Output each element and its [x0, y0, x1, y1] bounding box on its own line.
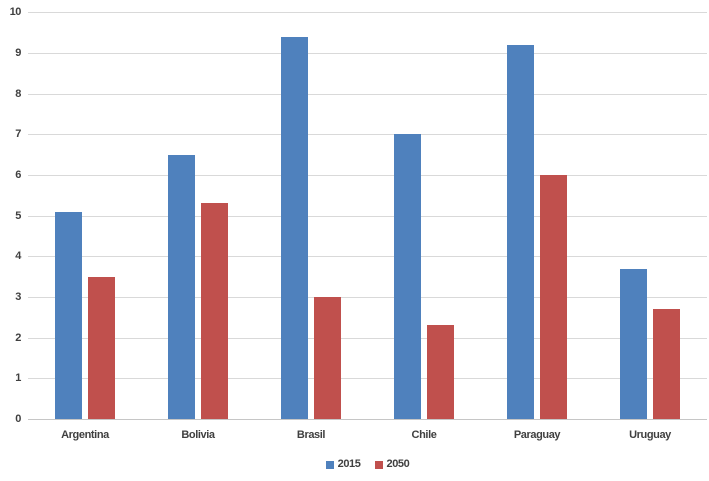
legend-item-2015: 2015: [325, 458, 361, 470]
x-tick-label-bolivia: Bolivia: [181, 429, 215, 441]
bar-2050-chile: [427, 325, 454, 419]
bar-2050-brasil: [314, 297, 341, 419]
bar-2015-brasil: [281, 37, 308, 419]
y-tick-label-7: 7: [15, 128, 21, 140]
legend-item-2050: 2050: [374, 458, 410, 470]
gridline-6: [28, 175, 707, 176]
bar-2015-chile: [394, 134, 421, 419]
y-tick-label-3: 3: [15, 291, 21, 303]
y-tick-label-8: 8: [15, 88, 21, 100]
gridline-5: [28, 216, 707, 217]
y-tick-label-2: 2: [15, 332, 21, 344]
y-tick-label-9: 9: [15, 47, 21, 59]
x-tick-label-paraguay: Paraguay: [513, 429, 561, 441]
bar-2050-argentina: [88, 277, 115, 419]
gridline-10: [28, 12, 707, 13]
legend-swatch-2050: [374, 460, 383, 469]
x-axis-line: [28, 419, 707, 420]
gridline-2: [28, 338, 707, 339]
bar-2015-argentina: [55, 212, 82, 419]
legend-swatch-2015: [325, 460, 334, 469]
y-tick-label-0: 0: [15, 413, 21, 425]
legend-label-2015: 2015: [337, 458, 361, 470]
x-tick-label-uruguay: Uruguay: [629, 429, 671, 441]
plot-area: [28, 0, 707, 481]
gridline-8: [28, 94, 707, 95]
gridline-9: [28, 53, 707, 54]
x-tick-label-brasil: Brasil: [296, 429, 326, 441]
y-tick-label-5: 5: [15, 210, 21, 222]
x-tick-label-argentina: Argentina: [61, 429, 109, 441]
legend: 2015 2050: [28, 459, 707, 470]
y-tick-label-6: 6: [15, 169, 21, 181]
bar-2015-uruguay: [620, 269, 647, 419]
y-tick-label-4: 4: [15, 250, 21, 262]
gridline-1: [28, 378, 707, 379]
x-tick-label-chile: Chile: [411, 429, 437, 441]
bar-2050-bolivia: [201, 203, 228, 419]
gridline-4: [28, 256, 707, 257]
bar-2015-paraguay: [507, 45, 534, 419]
bar-2050-uruguay: [653, 309, 680, 419]
gridline-3: [28, 297, 707, 298]
gridline-7: [28, 134, 707, 135]
bar-2015-bolivia: [168, 155, 195, 419]
y-tick-label-1: 1: [15, 372, 21, 384]
bar-2050-paraguay: [540, 175, 567, 419]
legend-label-2050: 2050: [386, 458, 410, 470]
y-tick-label-10: 10: [9, 6, 22, 18]
